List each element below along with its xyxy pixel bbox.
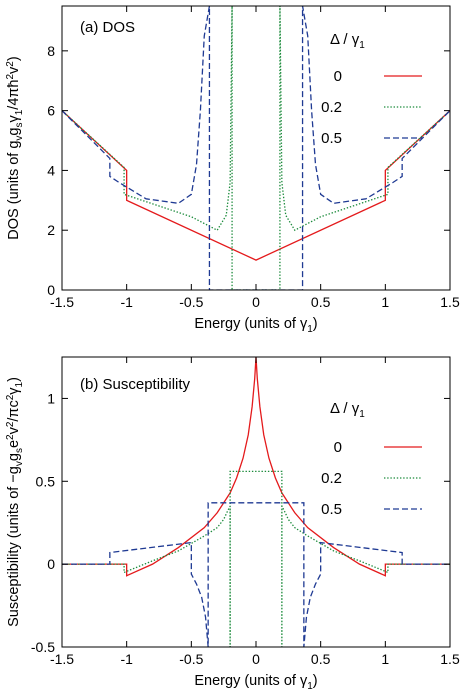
y-axis-label-susceptibility: Susceptibility (units of −gvgse2v2/πc2γ1… [5, 377, 25, 627]
y-tick-label-dos: 2 [47, 222, 55, 238]
x-tick-label-dos: 0 [252, 294, 260, 310]
x-tick-label-dos: -1 [120, 294, 133, 310]
x-tick-label-dos: 1 [381, 294, 389, 310]
panel-title-susceptibility: (b) Susceptibility [80, 376, 191, 393]
x-tick-label-dos: -0.5 [179, 294, 203, 310]
chart-panel-susceptibility: -1.5 -1 -0.5 0 0.5 1 1.5 -0.5 0 0.5 1 (b) Susceptib… [5, 356, 460, 692]
y-tick-label-susceptibility: -0.5 [31, 639, 55, 655]
chart-panel-dos: -1.5 -1 -0.5 0 0.5 1 1.5 0 2 4 6 8 (a) DOS Energy (un… [5, 5, 460, 335]
y-tick-label-susceptibility: 0.5 [36, 473, 56, 489]
plot-frame-susceptibility [61, 356, 451, 648]
x-axis-label-susceptibility: Energy (units of γ1) [194, 673, 317, 692]
legend-label-dos-0.5: 0.5 [321, 130, 342, 147]
y-tick-label-dos: 0 [47, 282, 55, 298]
series-line-susceptibility-0 [62, 357, 450, 577]
series-line-dos-0 [62, 110, 450, 261]
x-tick-label-susceptibility: 1 [381, 651, 389, 667]
series-line-susceptibility-0.5 [62, 502, 450, 647]
legend-title-susceptibility: Δ / γ1 [330, 400, 365, 420]
legend-title-dos: Δ / γ1 [330, 31, 365, 51]
x-tick-label-susceptibility: 0 [252, 651, 260, 667]
y-tick-label-dos: 8 [47, 43, 55, 59]
y-tick-label-susceptibility: 1 [47, 390, 55, 406]
x-tick-label-dos: 1.5 [440, 294, 460, 310]
x-tick-label-susceptibility: -1.5 [50, 651, 74, 667]
x-tick-label-susceptibility: -1 [120, 651, 133, 667]
y-tick-label-susceptibility: 0 [47, 556, 55, 572]
legend-label-susceptibility-0.5: 0.5 [321, 501, 342, 518]
legend-label-susceptibility-0: 0 [334, 439, 342, 456]
y-tick-label-dos: 6 [47, 103, 55, 119]
plot-frame-dos [61, 5, 451, 291]
series-line-dos-0.5 [62, 6, 450, 290]
x-tick-label-susceptibility: 0.5 [311, 651, 331, 667]
x-tick-label-dos: -1.5 [50, 294, 74, 310]
series-line-susceptibility-0.2 [62, 470, 450, 647]
x-tick-label-dos: 0.5 [311, 294, 331, 310]
x-tick-label-susceptibility: 1.5 [440, 651, 460, 667]
x-tick-label-susceptibility: -0.5 [179, 651, 203, 667]
y-axis-label-dos: DOS (units of gvgsγ1/4πħ2v2) [5, 56, 25, 239]
legend-label-dos-0: 0 [334, 68, 342, 85]
series-line-dos-0.2 [62, 6, 450, 290]
legend-label-dos-0.2: 0.2 [321, 99, 342, 116]
y-tick-label-dos: 4 [47, 162, 55, 178]
panel-title-dos: (a) DOS [80, 19, 135, 36]
legend-label-susceptibility-0.2: 0.2 [321, 470, 342, 487]
x-axis-label-dos: Energy (units of γ1) [194, 316, 317, 335]
